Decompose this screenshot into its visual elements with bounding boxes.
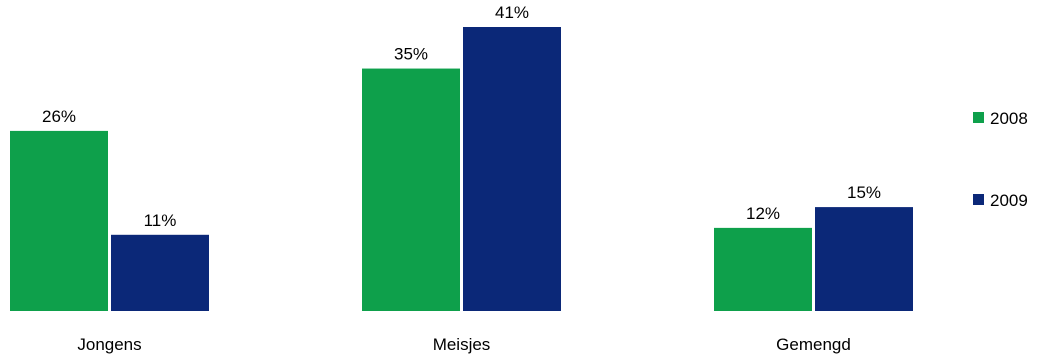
legend-label-2008: 2008 [990,109,1028,128]
bar-jongens-2008 [10,130,108,311]
category-labels-group: Jongens Meisjes Gemengd [77,335,850,354]
value-label-meisjes-2009: 41% [495,3,529,22]
value-label-gemengd-2009: 15% [847,183,881,202]
value-label-jongens-2009: 11% [144,211,177,230]
legend-swatch-2009 [973,194,984,205]
legend-label-2009: 2009 [990,191,1028,210]
bar-gemengd-2009 [815,207,913,311]
value-label-meisjes-2008: 35% [394,45,428,64]
value-label-gemengd-2008: 12% [746,204,780,223]
category-label-jongens: Jongens [77,335,141,354]
legend: 2008 2009 [973,109,1028,210]
value-labels-group: 26% 11% 35% 41% 12% 15% [42,3,881,230]
category-label-gemengd: Gemengd [776,335,851,354]
value-label-jongens-2008: 26% [42,107,76,126]
bar-meisjes-2008 [362,68,460,311]
bar-gemengd-2008 [714,227,812,311]
legend-swatch-2008 [973,112,984,123]
category-label-meisjes: Meisjes [433,335,491,354]
bar-jongens-2009 [111,234,209,311]
bar-meisjes-2009 [463,27,561,311]
bars-group [10,27,913,311]
